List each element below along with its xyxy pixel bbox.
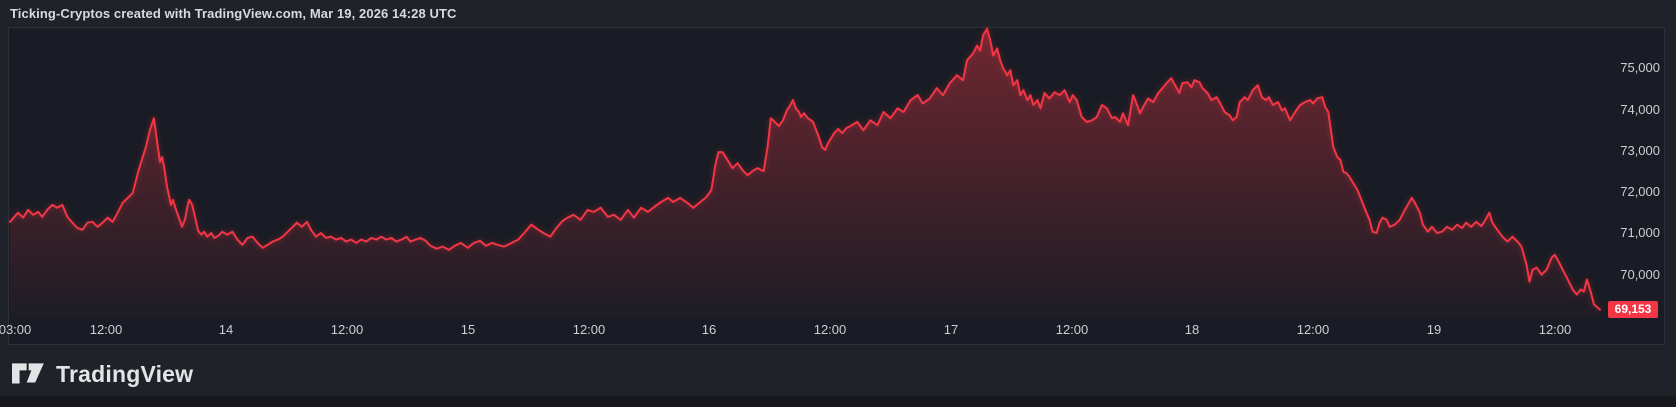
x-axis-label: 19 [1426,322,1442,337]
x-axis-label: 18 [1184,322,1200,337]
x-axis-label: 12:00 [1055,322,1089,337]
x-axis-label: 12:00 [330,322,364,337]
x-axis-label: 14 [218,322,234,337]
chart-title: Ticking-Cryptos created with TradingView… [10,6,457,21]
x-axis-label: 12:00 [1538,322,1572,337]
x-axis-label: 12:00 [813,322,847,337]
y-axis-label: 71,000 [1620,225,1660,240]
brand-text: TradingView [56,361,194,387]
x-axis-label: 17 [943,322,959,337]
y-axis-label: 75,000 [1620,60,1660,75]
x-axis-label: 12:00 [1296,322,1330,337]
y-axis-label: 70,000 [1620,267,1660,282]
price-line [9,27,1601,311]
y-axis-label: 74,000 [1620,102,1660,117]
tradingview-icon [12,360,46,389]
x-axis-label: 12:00 [89,322,123,337]
x-axis-label: 12:00 [572,322,606,337]
area-fill [10,28,1600,318]
x-axis-label: 15 [460,322,476,337]
bottom-strip [0,396,1676,407]
last-price-badge: 69,153 [1608,301,1658,318]
x-axis-label: 03:00 [0,322,32,337]
x-axis-label: 16 [701,322,717,337]
y-axis-label: 72,000 [1620,184,1660,199]
y-axis-label: 73,000 [1620,143,1660,158]
tradingview-logo[interactable]: TradingView [12,360,193,389]
